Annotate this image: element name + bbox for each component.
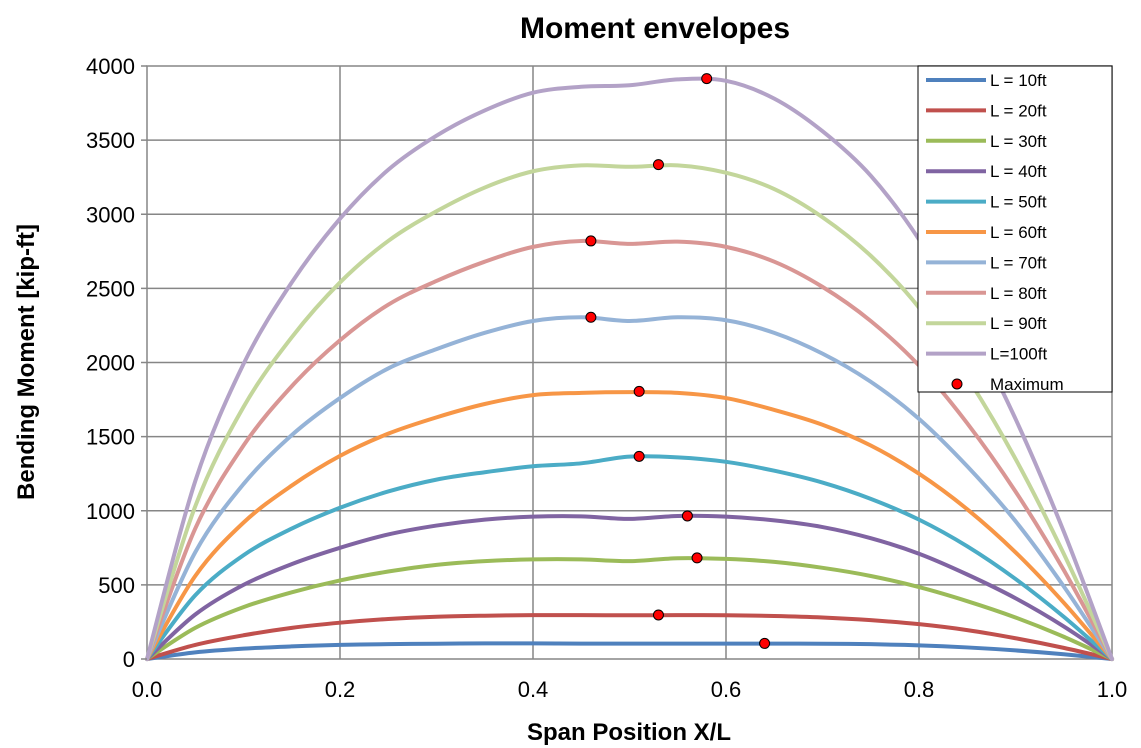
maximum-marker (652, 159, 664, 171)
y-tick-label: 500 (98, 573, 135, 598)
maximum-marker (633, 450, 645, 462)
series-line-4 (145, 513, 1114, 661)
x-tick-label: 0.6 (711, 677, 742, 702)
y-axis-title: Bending Moment [kip-ft] (13, 224, 40, 500)
y-tick-label: 0 (123, 647, 135, 672)
maximum-marker (652, 609, 664, 621)
y-tick-label: 2000 (86, 351, 135, 376)
maximum-marker (691, 552, 703, 564)
series-line-6 (145, 390, 1114, 661)
series-line-8 (145, 238, 1114, 661)
legend-label: L = 10ft (990, 71, 1047, 90)
maximum-marker (701, 73, 713, 85)
legend-label: L = 20ft (990, 101, 1047, 120)
legend-label: L = 70ft (990, 253, 1047, 272)
legend-box (917, 65, 1113, 393)
series-line-3 (145, 556, 1114, 661)
y-tick-label: 4000 (86, 54, 135, 79)
y-tick-label: 1000 (86, 499, 135, 524)
series-lines (145, 76, 1114, 661)
y-tick-label: 3000 (86, 202, 135, 227)
maximum-markers (585, 73, 771, 649)
series-line-7 (145, 315, 1114, 661)
y-tick-label: 1500 (86, 425, 135, 450)
maximum-marker (633, 385, 645, 397)
y-tick-label: 3500 (86, 128, 135, 153)
legend-marker-maximum (951, 378, 963, 390)
x-tick-label: 0.8 (904, 677, 935, 702)
series-line-1 (145, 641, 1114, 661)
legend-label-maximum: Maximum (990, 375, 1064, 394)
legend-label: L = 30ft (990, 132, 1047, 151)
x-axis-ticks: 0.0 0.2 0.4 0.6 0.8 1.0 (132, 677, 1128, 702)
y-axis-ticks: 0 500 1000 1500 2000 2500 3000 3500 4000 (86, 54, 147, 672)
series-line-5 (145, 454, 1114, 661)
x-tick-label: 1.0 (1097, 677, 1128, 702)
legend-label: L = 60ft (990, 223, 1047, 242)
series-line-2 (145, 613, 1114, 661)
x-tick-label: 0.2 (325, 677, 356, 702)
legend-label: L = 90ft (990, 314, 1047, 333)
legend-label: L = 50ft (990, 193, 1047, 212)
legend: L = 10ft L = 20ft L = 30ft L = 40ft L = 50ft… (917, 65, 1113, 394)
maximum-marker (585, 311, 597, 323)
y-tick-label: 2500 (86, 276, 135, 301)
legend-label: L = 80ft (990, 284, 1047, 303)
maximum-marker (759, 637, 771, 649)
chart-title: Moment envelopes (520, 12, 790, 45)
x-tick-label: 0.0 (132, 677, 163, 702)
maximum-marker (681, 510, 693, 522)
x-tick-label: 0.4 (518, 677, 549, 702)
maximum-marker (585, 235, 597, 247)
legend-label: L=100ft (990, 345, 1047, 364)
legend-label: L = 40ft (990, 162, 1047, 181)
x-axis-title: Span Position X/L (527, 719, 731, 746)
